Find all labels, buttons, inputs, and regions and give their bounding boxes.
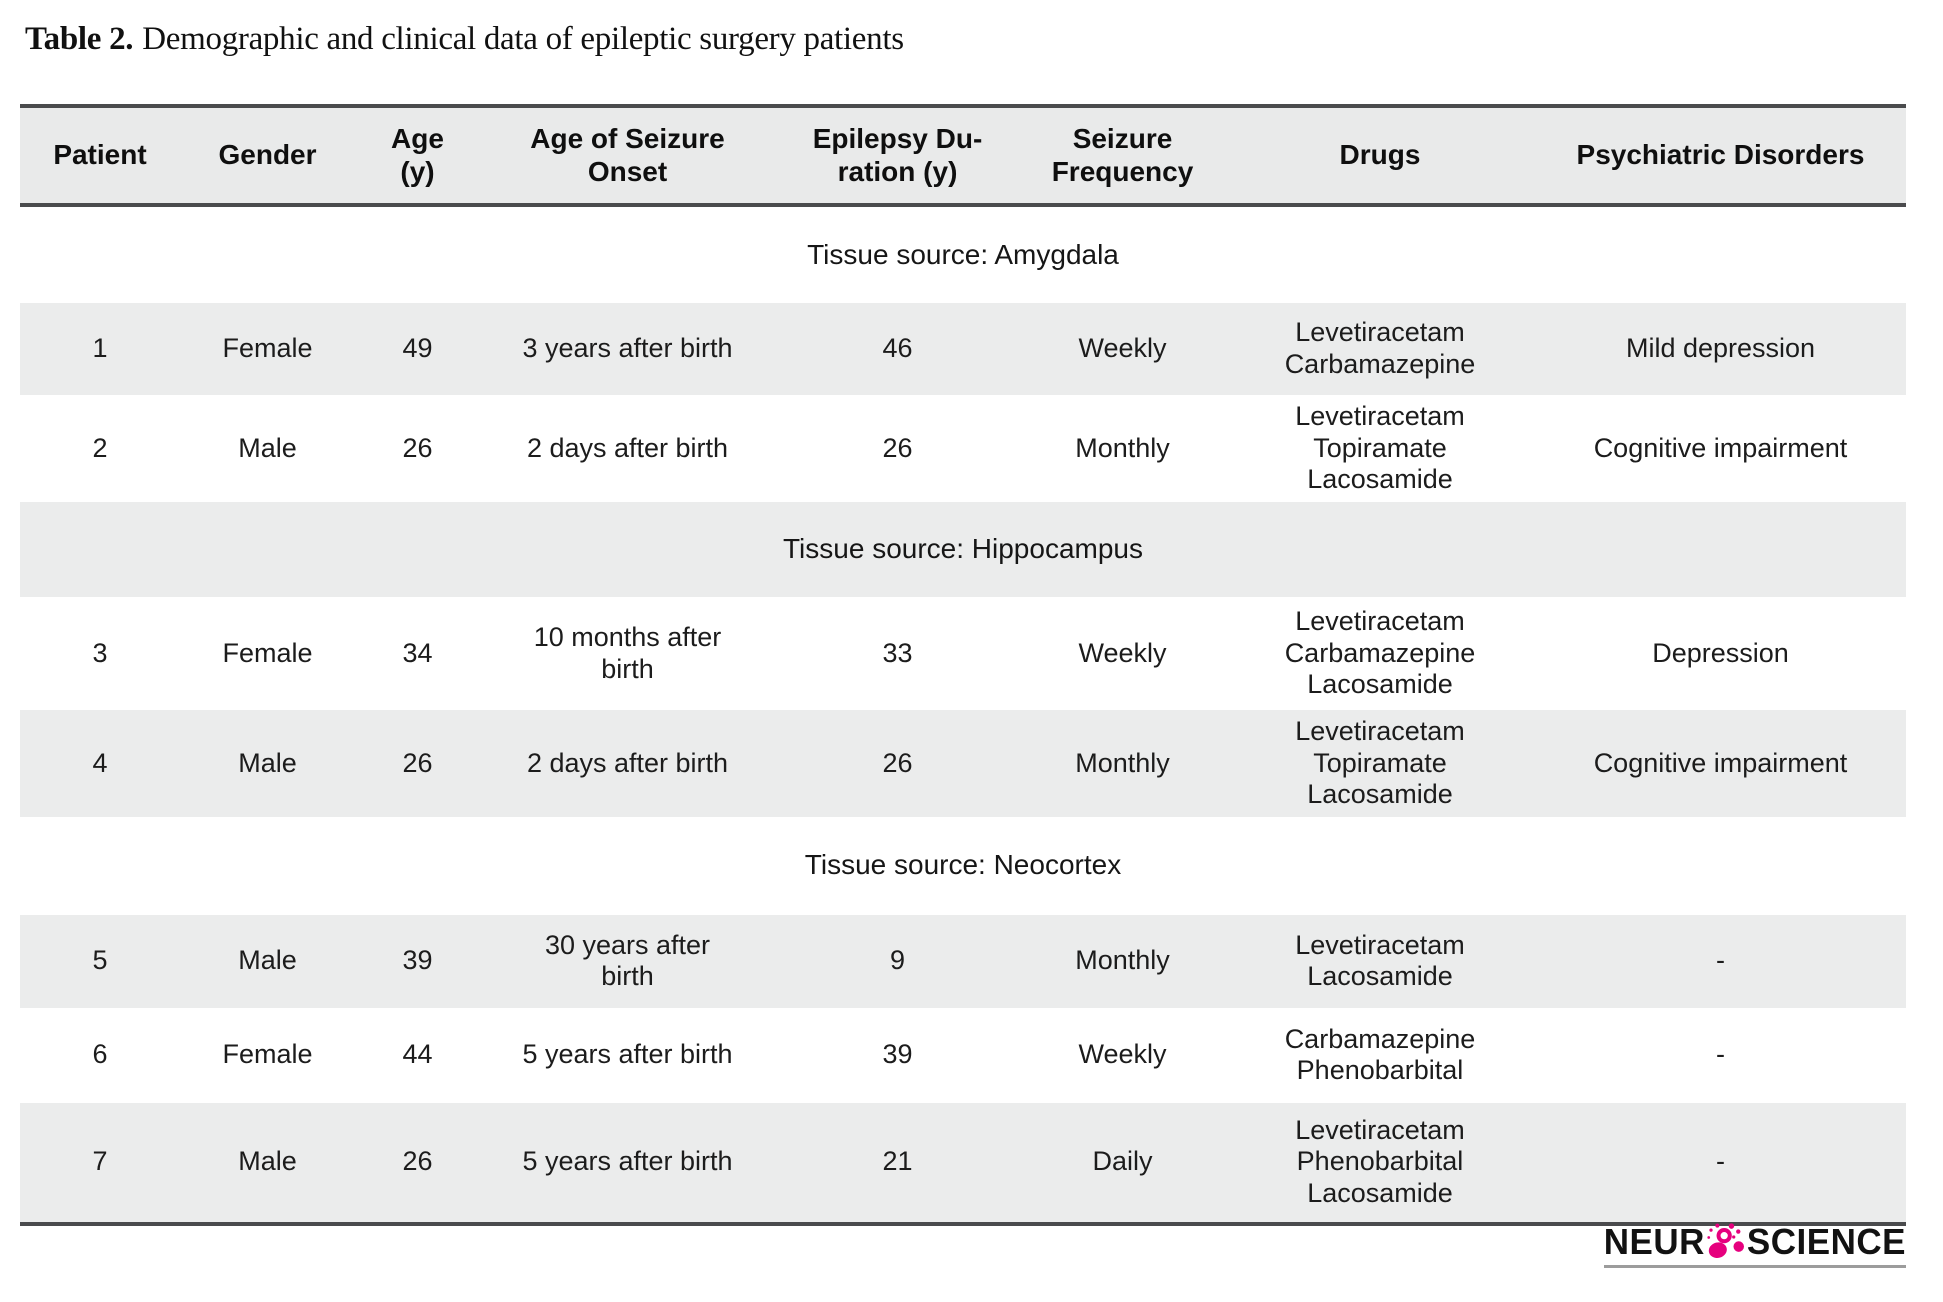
table-row-patient-5: 5 Male 39 30 years after birth 9 Monthly… xyxy=(20,914,1906,1008)
cell-psychiatric: Mild depression xyxy=(1625,333,1816,364)
cell-age: 34 xyxy=(402,637,433,668)
cell-patient: 2 xyxy=(92,432,108,463)
cell-onset: 5 years after birth xyxy=(522,1039,733,1070)
logo-text-neur: NEUR xyxy=(1603,1222,1705,1262)
table-row-patient-3: 3 Female 34 10 months after birth 33 Wee… xyxy=(20,597,1906,710)
cell-age: 26 xyxy=(402,1146,433,1177)
column-header-drugs: Drugs xyxy=(1225,106,1535,207)
cell-frequency: Monthly xyxy=(1075,747,1170,778)
cell-duration: 33 xyxy=(882,637,913,668)
cell-gender: Male xyxy=(238,432,297,463)
cell-drugs: Levetiracetam Topiramate Lacosamide xyxy=(1295,716,1465,810)
cell-onset: 2 days after birth xyxy=(526,747,729,778)
cell-onset: 2 days after birth xyxy=(526,432,729,463)
column-header-age-of-seizure-onset: Age of Seizure Onset xyxy=(480,106,775,207)
table-row-patient-1: 1 Female 49 3 years after birth 46 Weekl… xyxy=(20,303,1906,395)
cell-psychiatric: - xyxy=(1716,945,1725,976)
cell-duration: 26 xyxy=(882,747,913,778)
section-label: Tissue source: Hippocampus xyxy=(782,533,1143,565)
column-header-epilepsy-duration: Epilepsy Du- ration (y) xyxy=(775,106,1020,207)
cell-patient: 1 xyxy=(92,333,108,364)
cell-gender: Male xyxy=(238,945,297,976)
cell-patient: 4 xyxy=(92,747,108,778)
cell-duration: 9 xyxy=(889,945,906,976)
cell-frequency: Weekly xyxy=(1078,1039,1167,1070)
cell-onset: 30 years after birth xyxy=(544,929,711,992)
logo-text-science: SCIENCE xyxy=(1746,1222,1906,1262)
cell-patient: 5 xyxy=(92,945,108,976)
patients-table: Patient Gender Age (y) Age of Seizure On… xyxy=(20,104,1906,1226)
cell-drugs: Levetiracetam Topiramate Lacosamide xyxy=(1295,401,1465,495)
neuron-icon xyxy=(1707,1223,1744,1258)
cell-age: 39 xyxy=(402,945,433,976)
table-row-patient-2: 2 Male 26 2 days after birth 26 Monthly … xyxy=(20,395,1906,502)
journal-logo: NEUR SCIENCE xyxy=(1603,1222,1906,1268)
cell-duration: 39 xyxy=(882,1039,913,1070)
table-row-patient-6: 6 Female 44 5 years after birth 39 Weekl… xyxy=(20,1008,1906,1103)
cell-frequency: Monthly xyxy=(1075,432,1170,463)
table-caption: Table 2. Demographic and clinical data of… xyxy=(25,20,904,60)
cell-psychiatric: Depression xyxy=(1652,637,1789,668)
section-header-amygdala: Tissue source: Amygdala xyxy=(20,205,1906,303)
cell-age: 44 xyxy=(402,1039,433,1070)
cell-duration: 46 xyxy=(882,333,913,364)
section-header-neocortex: Tissue source: Neocortex xyxy=(20,817,1906,915)
column-header-gender: Gender xyxy=(180,106,355,207)
cell-psychiatric: Cognitive impairment xyxy=(1593,432,1848,463)
column-header-psychiatric-disorders: Psychiatric Disorders xyxy=(1535,106,1906,207)
cell-patient: 6 xyxy=(92,1039,108,1070)
cell-frequency: Daily xyxy=(1092,1146,1153,1177)
column-header-patient: Patient xyxy=(20,106,180,207)
table-row-patient-7: 7 Male 26 5 years after birth 21 Daily L… xyxy=(20,1102,1906,1224)
section-label: Tissue source: Amygdala xyxy=(807,238,1119,270)
cell-gender: Male xyxy=(238,1146,297,1177)
cell-drugs: Levetiracetam Carbamazepine xyxy=(1284,317,1476,379)
cell-gender: Female xyxy=(222,1039,313,1070)
cell-frequency: Monthly xyxy=(1075,945,1170,976)
cell-onset: 10 months after birth xyxy=(533,621,722,684)
cell-drugs: Carbamazepine Phenobarbital xyxy=(1284,1023,1476,1086)
cell-psychiatric: Cognitive impairment xyxy=(1593,747,1848,778)
cell-drugs: Levetiracetam Phenobarbital Lacosamide xyxy=(1295,1114,1465,1209)
table-row-patient-4: 4 Male 26 2 days after birth 26 Monthly … xyxy=(20,710,1906,817)
column-header-age: Age (y) xyxy=(355,106,480,207)
section-label: Tissue source: Neocortex xyxy=(804,849,1122,881)
cell-gender: Female xyxy=(222,333,313,364)
cell-age: 49 xyxy=(402,333,433,364)
cell-age: 26 xyxy=(402,747,433,778)
cell-onset: 5 years after birth xyxy=(522,1146,733,1177)
cell-patient: 3 xyxy=(92,637,108,668)
cell-duration: 21 xyxy=(882,1146,913,1177)
cell-patient: 7 xyxy=(92,1146,108,1177)
header-row: Patient Gender Age (y) Age of Seizure On… xyxy=(20,106,1906,207)
section-header-hippocampus: Tissue source: Hippocampus xyxy=(20,502,1906,597)
cell-age: 26 xyxy=(402,432,433,463)
cell-frequency: Weekly xyxy=(1078,637,1167,668)
cell-frequency: Weekly xyxy=(1078,333,1167,364)
cell-gender: Male xyxy=(238,747,297,778)
cell-gender: Female xyxy=(222,637,313,668)
cell-psychiatric: - xyxy=(1716,1039,1725,1070)
cell-drugs: Levetiracetam Lacosamide xyxy=(1295,929,1465,992)
cell-drugs: Levetiracetam Carbamazepine Lacosamide xyxy=(1284,606,1476,700)
cell-psychiatric: - xyxy=(1716,1146,1725,1177)
column-header-seizure-frequency: Seizure Frequency xyxy=(1020,106,1225,207)
caption-label: Table 2. xyxy=(25,21,134,57)
caption-text: Demographic and clinical data of epilept… xyxy=(142,21,904,57)
cell-onset: 3 years after birth xyxy=(522,333,733,364)
cell-duration: 26 xyxy=(882,432,913,463)
